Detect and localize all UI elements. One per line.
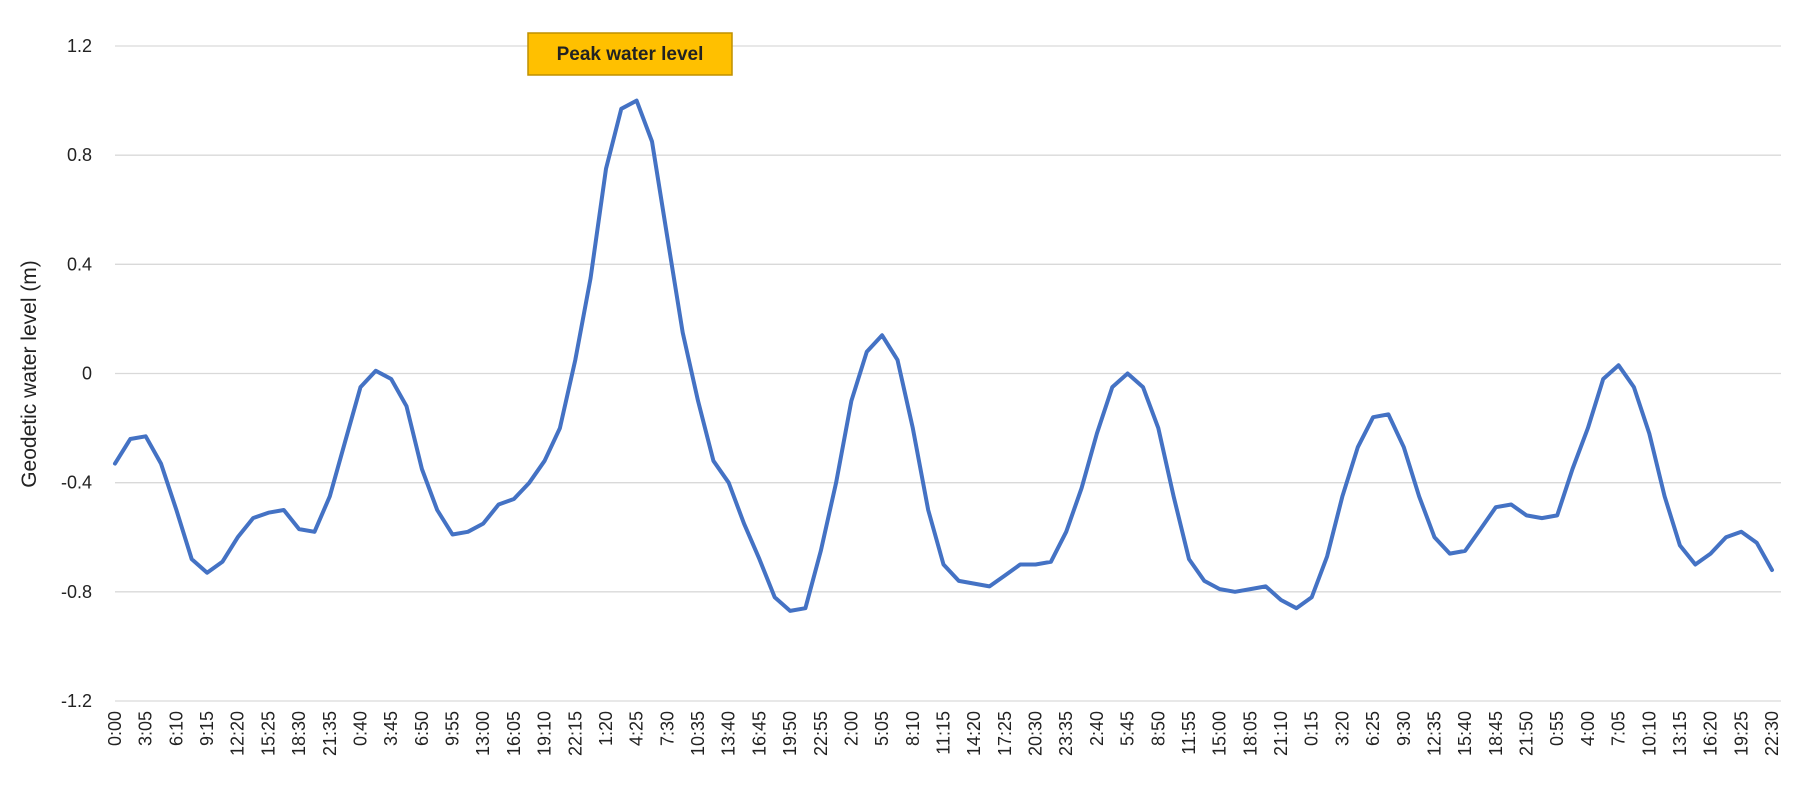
y-tick-label: -0.4 — [61, 473, 92, 493]
x-tick-label: 19:25 — [1731, 711, 1751, 756]
x-tick-label: 23:35 — [1056, 711, 1076, 756]
y-tick-label: 0.8 — [67, 145, 92, 165]
x-tick-label: 0:00 — [105, 711, 125, 746]
x-tick-label: 22:15 — [565, 711, 585, 756]
x-tick-label: 11:55 — [1179, 711, 1199, 755]
x-tick-label: 6:25 — [1363, 711, 1383, 746]
x-tick-label: 10:10 — [1639, 711, 1659, 756]
x-tick-label: 5:45 — [1118, 711, 1138, 746]
x-tick-label: 22:55 — [811, 711, 831, 756]
x-tick-label: 10:35 — [688, 711, 708, 756]
x-tick-label: 9:15 — [197, 711, 217, 746]
x-tick-label: 4:00 — [1578, 711, 1598, 746]
x-tick-label: 0:55 — [1547, 711, 1567, 746]
x-tick-label: 19:50 — [780, 711, 800, 756]
x-tick-label: 1:20 — [596, 711, 616, 746]
x-tick-label: 15:00 — [1210, 711, 1230, 756]
x-tick-label: 0:40 — [350, 711, 370, 746]
x-tick-label: 22:30 — [1762, 711, 1782, 756]
y-tick-label: -1.2 — [61, 691, 92, 711]
x-tick-label: 15:40 — [1455, 711, 1475, 756]
x-tick-label: 3:20 — [1332, 711, 1352, 746]
x-tick-label: 12:20 — [228, 711, 248, 756]
x-tick-label: 14:20 — [964, 711, 984, 756]
annotation: Peak water level — [557, 44, 704, 65]
x-tick-label: 0:15 — [1302, 711, 1322, 746]
y-tick-label: 0.4 — [67, 254, 92, 274]
x-tick-label: 8:50 — [1148, 711, 1168, 746]
annotation-box — [527, 32, 733, 76]
x-tick-label: 7:05 — [1609, 711, 1629, 746]
x-tick-label: 3:45 — [381, 711, 401, 746]
y-tick-label: 0 — [82, 364, 92, 384]
y-tick-label: 1.2 — [67, 36, 92, 56]
x-tick-label: 21:50 — [1517, 711, 1537, 756]
x-tick-label: 15:25 — [258, 711, 278, 756]
x-tick-label: 2:00 — [841, 711, 861, 746]
x-tick-label: 11:15 — [934, 711, 954, 755]
x-tick-label: 6:10 — [166, 711, 186, 746]
x-tick-label: 18:05 — [1240, 711, 1260, 756]
y-axis-title: Geodetic water level (m) — [18, 260, 41, 488]
x-tick-label: 12:35 — [1424, 711, 1444, 756]
x-tick-label: 4:25 — [627, 711, 647, 746]
x-tick-label: 18:30 — [289, 711, 309, 756]
y-tick-label: -0.8 — [61, 582, 92, 602]
x-tick-label: 17:25 — [995, 711, 1015, 756]
series-line — [113, 98, 1774, 613]
x-tick-label: 6:50 — [412, 711, 432, 746]
x-tick-label: 16:20 — [1701, 711, 1721, 756]
x-tick-label: 16:05 — [504, 711, 524, 756]
x-tick-label: 9:55 — [443, 711, 463, 746]
x-tick-label: 13:00 — [473, 711, 493, 756]
x-tick-label: 2:40 — [1087, 711, 1107, 746]
x-tick-label: 21:10 — [1271, 711, 1291, 756]
x-tick-label: 9:30 — [1394, 711, 1414, 746]
x-tick-label: 19:10 — [535, 711, 555, 756]
x-tick-label: 5:05 — [872, 711, 892, 746]
x-tick-label: 16:45 — [749, 711, 769, 756]
x-tick-label: 20:30 — [1026, 711, 1046, 756]
x-tick-label: 13:40 — [719, 711, 739, 756]
x-tick-label: 8:10 — [903, 711, 923, 746]
x-tick-label: 3:05 — [136, 711, 156, 746]
x-tick-label: 21:35 — [320, 711, 340, 756]
x-tick-label: 18:45 — [1486, 711, 1506, 756]
x-tick-label: 7:30 — [657, 711, 677, 746]
x-tick-label: 13:15 — [1670, 711, 1690, 756]
